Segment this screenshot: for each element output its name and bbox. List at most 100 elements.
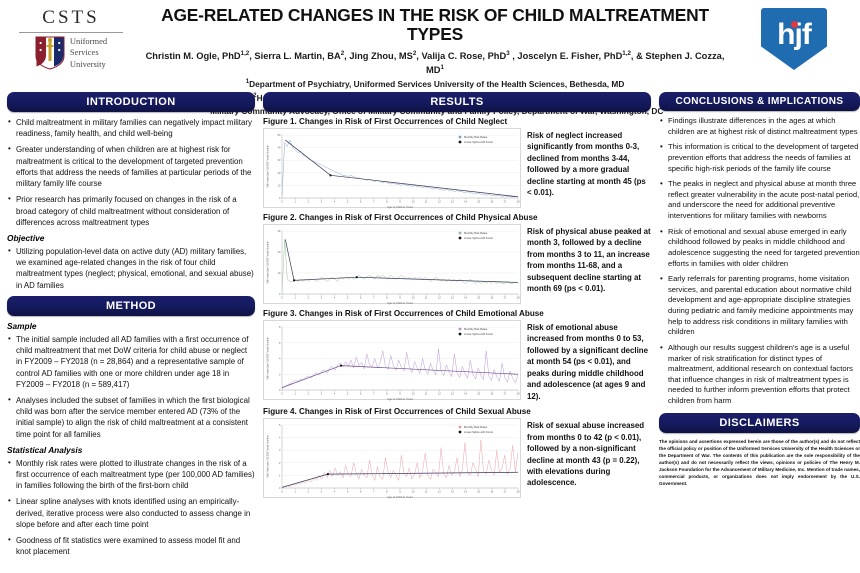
svg-text:10: 10 — [278, 183, 281, 187]
column-left: INTRODUCTION Child maltreatment in milit… — [7, 92, 255, 563]
svg-text:7: 7 — [373, 391, 375, 395]
svg-text:0: 0 — [279, 486, 281, 490]
svg-text:Linear Spline with Knots: Linear Spline with Knots — [464, 140, 493, 144]
svg-text:10: 10 — [412, 490, 415, 494]
statistical-analysis-bullets: Monthly risk rates were plotted to illus… — [7, 457, 255, 558]
figure-2-note: Risk of physical abuse peaked at month 3… — [527, 227, 651, 294]
svg-text:Risk Rates (per 100,000 Family: Risk Rates (per 100,000 Family Months) — [267, 145, 270, 188]
list-item: Linear spline analyses with knots identi… — [7, 495, 255, 530]
objective-heading: Objective — [7, 232, 45, 243]
list-item: This information is critical to the deve… — [659, 141, 860, 174]
svg-text:3: 3 — [321, 199, 323, 203]
figure-3-note: Risk of emotional abuse increased from m… — [527, 323, 649, 401]
figure-4-chart: 0 1 2 3 4 5 0 1 2 3 4 5 6 7 8 9 10 11 12 13 14 15 16 17 18 Monthl… — [263, 418, 521, 499]
svg-text:15: 15 — [477, 391, 480, 395]
svg-text:17: 17 — [503, 391, 506, 395]
svg-text:6: 6 — [360, 391, 362, 395]
svg-text:Age of Child in Years: Age of Child in Years — [387, 397, 414, 401]
svg-text:13: 13 — [451, 199, 454, 203]
svg-text:18: 18 — [517, 490, 520, 494]
list-item: Findings illustrate differences in the a… — [659, 115, 860, 137]
hjf-red-dot-icon — [791, 21, 798, 28]
svg-text:Linear Spline with Knots: Linear Spline with Knots — [464, 430, 493, 434]
svg-text:7: 7 — [373, 490, 375, 494]
svg-text:3: 3 — [279, 448, 281, 452]
svg-text:10: 10 — [412, 391, 415, 395]
svg-text:13: 13 — [451, 391, 454, 395]
list-item: Prior research has primarily focused on … — [7, 193, 255, 228]
svg-text:5: 5 — [347, 295, 349, 299]
svg-text:14: 14 — [464, 199, 467, 203]
figure-1-caption: Figure 1. Changes in Risk of First Occur… — [263, 117, 508, 126]
list-item: Child maltreatment in military families … — [7, 116, 255, 139]
svg-text:11: 11 — [425, 490, 428, 494]
svg-text:17: 17 — [503, 295, 506, 299]
svg-text:2: 2 — [307, 490, 309, 494]
svg-text:8: 8 — [386, 490, 388, 494]
svg-text:Risk Rates (per 100,000 Family: Risk Rates (per 100,000 Family Months) — [267, 435, 270, 478]
section-band-conclusions: CONCLUSIONS & IMPLICATIONS — [659, 92, 860, 111]
svg-text:Risk Rates (per 100,000 Family: Risk Rates (per 100,000 Family Months) — [267, 337, 270, 380]
figure-1-note: Risk of neglect increased significantly … — [527, 131, 646, 198]
svg-text:Monthly Risk Rates: Monthly Risk Rates — [464, 425, 488, 429]
svg-text:17: 17 — [503, 199, 506, 203]
svg-text:30: 30 — [278, 229, 281, 233]
svg-text:16: 16 — [490, 295, 493, 299]
list-item: Risk of emotional and sexual abuse emerg… — [659, 226, 860, 270]
svg-text:16: 16 — [490, 199, 493, 203]
list-item: Analyses included the subset of families… — [7, 394, 255, 440]
svg-text:Age of Child in Years: Age of Child in Years — [387, 205, 414, 209]
section-band-introduction: INTRODUCTION — [7, 92, 255, 112]
svg-text:16: 16 — [490, 490, 493, 494]
svg-text:18: 18 — [517, 391, 520, 395]
svg-text:2: 2 — [307, 295, 309, 299]
svg-text:11: 11 — [425, 295, 428, 299]
svg-text:10: 10 — [412, 295, 415, 299]
svg-text:4: 4 — [334, 490, 336, 494]
section-band-method: METHOD — [7, 295, 255, 316]
hjf-shield-logo-icon: hjf — [761, 8, 827, 70]
svg-text:15: 15 — [477, 490, 480, 494]
usu-line-1: Uniformed — [69, 35, 108, 46]
svg-text:1: 1 — [279, 474, 281, 478]
svg-text:18: 18 — [517, 199, 520, 203]
usu-line-3: University — [69, 58, 106, 69]
svg-text:6: 6 — [279, 341, 281, 345]
svg-text:Monthly Risk Rates: Monthly Risk Rates — [464, 135, 488, 139]
svg-text:0: 0 — [279, 292, 281, 296]
svg-text:11: 11 — [425, 199, 428, 203]
svg-text:4: 4 — [334, 199, 336, 203]
svg-text:15: 15 — [477, 295, 480, 299]
svg-text:14: 14 — [464, 490, 467, 494]
list-item: Monthly risk rates were plotted to illus… — [7, 457, 255, 492]
list-item: Early referrals for parenting programs, … — [659, 273, 860, 338]
list-item: Although our results suggest children's … — [659, 342, 860, 407]
svg-text:9: 9 — [399, 490, 401, 494]
svg-text:30: 30 — [278, 158, 281, 162]
svg-text:9: 9 — [399, 391, 401, 395]
svg-text:12: 12 — [438, 391, 441, 395]
csts-usu-logo: CSTS — [6, 4, 136, 70]
list-item: Utilizing population-level data on activ… — [7, 245, 255, 291]
svg-text:2: 2 — [307, 391, 309, 395]
svg-text:11: 11 — [425, 391, 428, 395]
svg-text:6: 6 — [360, 199, 362, 203]
list-item: Goodness of fit statistics were examined… — [7, 534, 255, 557]
section-band-disclaimers: DISCLAIMERS — [659, 412, 860, 433]
list-item: The initial sample included all AD famil… — [7, 333, 255, 390]
svg-text:3: 3 — [321, 490, 323, 494]
svg-text:5: 5 — [347, 490, 349, 494]
objective-bullets: Utilizing population-level data on activ… — [7, 245, 255, 291]
svg-text:12: 12 — [438, 295, 441, 299]
svg-text:2: 2 — [279, 372, 281, 376]
figure-1-chart: 0 10 20 30 40 50 0 1 2 3 4 5 6 7 8 9 10 11 12 13 14 15 16 17 18 M… — [263, 128, 521, 209]
usu-wordmark: Uniformed Services University — [70, 36, 107, 70]
svg-text:6: 6 — [360, 490, 362, 494]
figure-3-caption: Figure 3. Changes in Risk of First Occur… — [263, 309, 544, 318]
figure-4-block: Figure 4. Changes in Risk of First Occur… — [263, 407, 651, 499]
svg-text:13: 13 — [451, 490, 454, 494]
svg-text:13: 13 — [451, 295, 454, 299]
figure-4-note: Risk of sexual abuse increased from mont… — [527, 421, 645, 488]
hjf-logo: hjf — [734, 4, 854, 70]
svg-text:17: 17 — [503, 490, 506, 494]
